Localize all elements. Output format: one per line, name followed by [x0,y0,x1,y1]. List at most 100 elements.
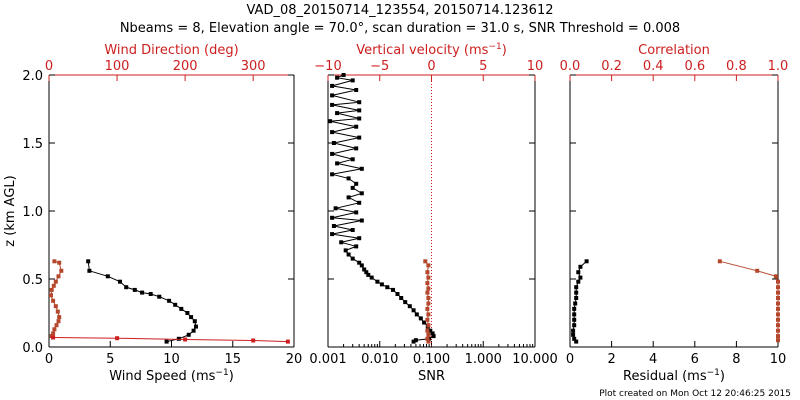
series-point-2 [285,339,290,344]
x-top-axis-label-sup: −1 [488,42,501,52]
series-point-1 [426,332,431,337]
x-bottom-tick-label: 0.100 [413,352,450,367]
series-point-0 [571,332,576,337]
series-point-0 [572,306,577,311]
series-point-0 [431,334,436,339]
series-point-0 [359,166,364,171]
series-point-0 [179,306,184,311]
series-point-1 [49,287,54,292]
x-top-axis-label-text: Correlation [638,43,710,58]
x-top-axis-label: Wind Direction (deg) [104,43,238,58]
series-point-0 [330,93,335,98]
series-point-0 [350,78,355,83]
series-point-0 [364,270,369,275]
series-point-0 [354,181,359,186]
series-point-1 [426,339,431,344]
series-line-0 [87,261,197,343]
x-bottom-axis-label-end: ) [229,369,234,384]
series-point-0 [357,260,362,265]
series-point-1 [776,312,780,317]
series-point-0 [330,215,335,220]
series-point-1 [776,317,780,322]
series-point-0 [173,302,178,307]
series-point-1 [53,279,58,284]
x-top-axis-label: Correlation [638,43,710,58]
series-point-0 [359,263,364,268]
series-point-1 [51,283,56,288]
series-point-1 [425,306,430,311]
series-point-0 [357,108,362,113]
x-top-tick-label: 100 [105,59,130,74]
series-point-1 [426,323,431,328]
x-bottom-axis-label-text: SNR [418,369,445,384]
panel-snr: 0.001 0.010 0.100 1.000 10.000 −10 −5 0 5 10 SNR Ve… [309,42,557,384]
series-point-0 [192,319,197,324]
series-point-0 [422,320,427,325]
series-point-0 [189,315,194,320]
y-tick-label: 0.0 [22,341,43,356]
series-point-0 [411,339,416,344]
series-point-0 [391,287,395,292]
series-point-1 [776,338,780,343]
series-point-1 [425,290,430,295]
y-tick-label: 2.0 [22,69,43,84]
x-bottom-tick-label: 10 [770,352,787,367]
series-point-0 [335,75,340,80]
series-point-0 [362,267,367,272]
series-point-0 [357,135,362,140]
x-top-axis-label-text: Vertical velocity (ms [356,43,488,58]
x-top-tick-label: 0.4 [643,59,664,74]
series-point-0 [194,324,198,329]
x-top-tick-label: 0.0 [560,59,581,74]
series-point-0 [428,328,433,333]
series-point-0 [399,296,404,300]
x-bottom-axis-label: Wind Speed (ms−1) [109,368,234,384]
series-point-1 [51,331,56,336]
series-point-0 [573,301,578,306]
series-point-1 [776,279,780,284]
x-bottom-tick-label: 10 [163,352,180,367]
series-point-1 [426,286,431,291]
y-axis-label: z (km AGL) [3,175,18,246]
series-point-0 [430,331,435,336]
series-point-1 [425,281,430,286]
series-point-0 [354,244,359,249]
series-point-0 [354,124,359,129]
figure-subtitle: Nbeams = 8, Elevation angle = 70.0°, sca… [120,21,680,36]
panel-residual: 0 2 4 6 8 10 0.0 0.2 0.4 0.6 0.8 1.0 Residual (ms−1)… [560,43,789,384]
series-point-0 [330,83,335,88]
series-point-1 [426,263,431,268]
series-point-0 [350,228,355,232]
series-point-0 [124,285,129,290]
series-point-0 [578,264,583,269]
series-point-0 [414,312,419,317]
panel-wind: 0.00.51.01.52.0z (km AGL)0 5 10 15 200 100 200… [3,43,302,384]
series-point-0 [395,292,400,296]
series-point-0 [359,191,364,196]
series-point-2 [115,336,120,341]
series-point-0 [357,236,362,241]
series-point-0 [379,282,384,287]
series-point-0 [350,185,355,190]
x-bottom-axis-label-text: Wind Speed (ms [109,369,215,384]
series-point-0 [164,339,169,344]
series-point-0 [572,336,577,341]
x-bottom-tick-label: 0.010 [361,352,398,367]
series-point-0 [571,328,576,333]
x-bottom-axis-label: Residual (ms−1) [623,368,725,384]
series-point-1 [426,312,431,317]
series-point-0 [186,332,191,337]
x-bottom-axis-label-end: ) [720,369,725,384]
series-point-0 [403,300,408,305]
x-bottom-tick-label: 1.000 [465,352,502,367]
x-top-axis-label: Vertical velocity (ms−1) [356,42,507,58]
series-point-0 [148,292,153,296]
series-point-0 [331,224,336,228]
series-point-0 [330,130,335,135]
series-point-0 [359,218,364,223]
series-point-0 [118,279,122,284]
series-point-1 [57,315,62,320]
series-point-0 [328,119,333,124]
series-point-0 [357,116,362,121]
